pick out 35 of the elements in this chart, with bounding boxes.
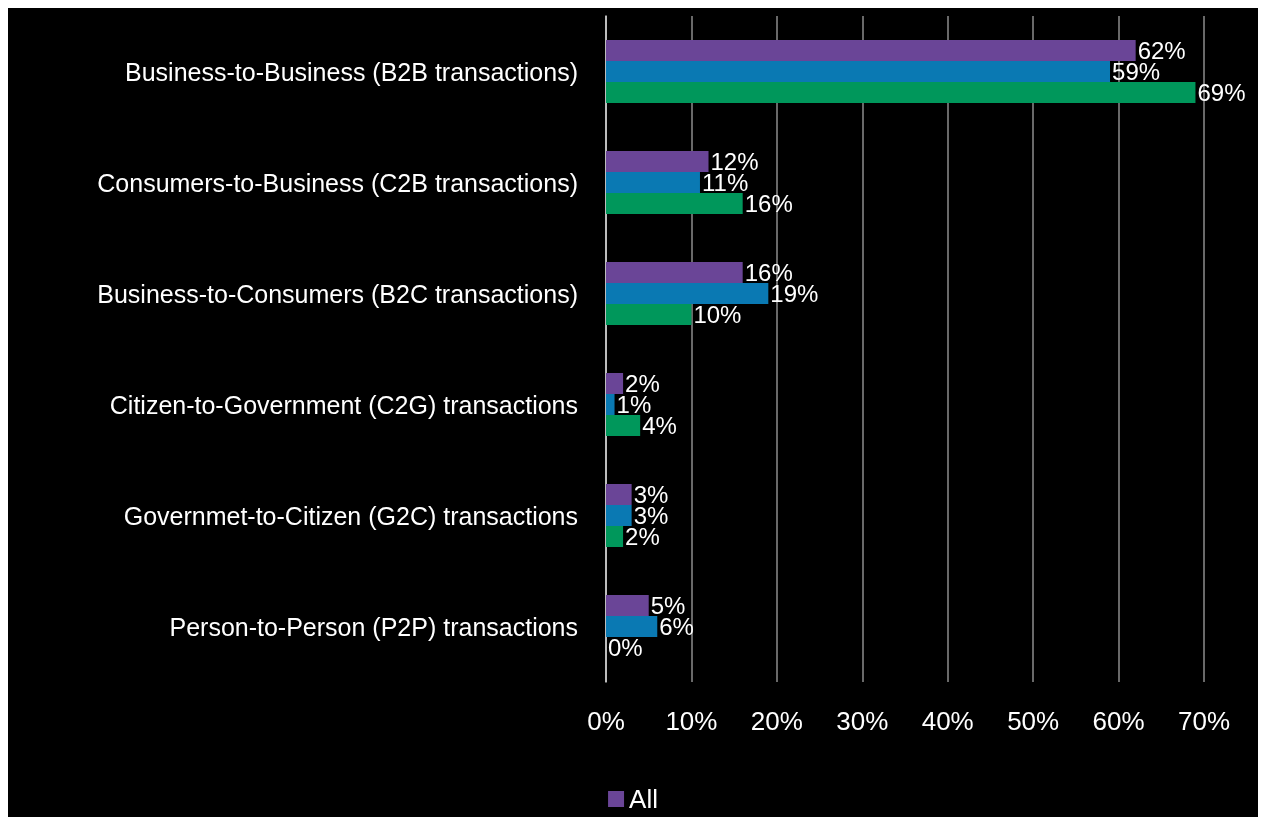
bar (606, 151, 709, 172)
bar (606, 61, 1111, 82)
bar (606, 616, 658, 637)
y-tick-label: Person-to-Person (P2P) transactions (169, 612, 578, 641)
x-tick-label: 70% (1177, 706, 1231, 736)
bar (606, 373, 624, 394)
bar (606, 595, 649, 616)
x-tick-label: 40% (921, 706, 974, 736)
bar (606, 415, 641, 436)
y-tick-label: Business-to-Business (B2B transactions) (125, 57, 578, 86)
y-tick-label: Consumers-to-Business (C2B transactions) (97, 168, 578, 197)
bar (606, 262, 743, 283)
x-tick-label: 10% (665, 706, 718, 736)
x-tick-label: 20% (750, 706, 803, 736)
data-label: 10% (693, 301, 742, 328)
bar (606, 304, 692, 325)
bar (606, 82, 1196, 103)
x-tick-label: 60% (1092, 706, 1145, 736)
x-tick-label: 50% (1007, 706, 1060, 736)
bar (606, 283, 769, 304)
bar (606, 172, 700, 193)
bar (606, 505, 632, 526)
x-tick-label: 30% (836, 706, 889, 736)
data-label: 0% (608, 634, 643, 661)
bar (606, 40, 1136, 61)
data-label: 69% (1197, 79, 1246, 106)
bar (606, 526, 624, 547)
legend-label: All (629, 784, 658, 814)
y-tick-label: Business-to-Consumers (B2C transactions) (97, 279, 578, 308)
bar (606, 484, 632, 505)
y-tick-label: Citizen-to-Government (C2G) transactions (109, 390, 578, 419)
bar (606, 394, 615, 415)
y-tick-label: Governmet-to-Citizen (G2C) transactions (123, 501, 578, 530)
bar (606, 193, 743, 214)
x-tick-label: 0% (587, 706, 625, 736)
